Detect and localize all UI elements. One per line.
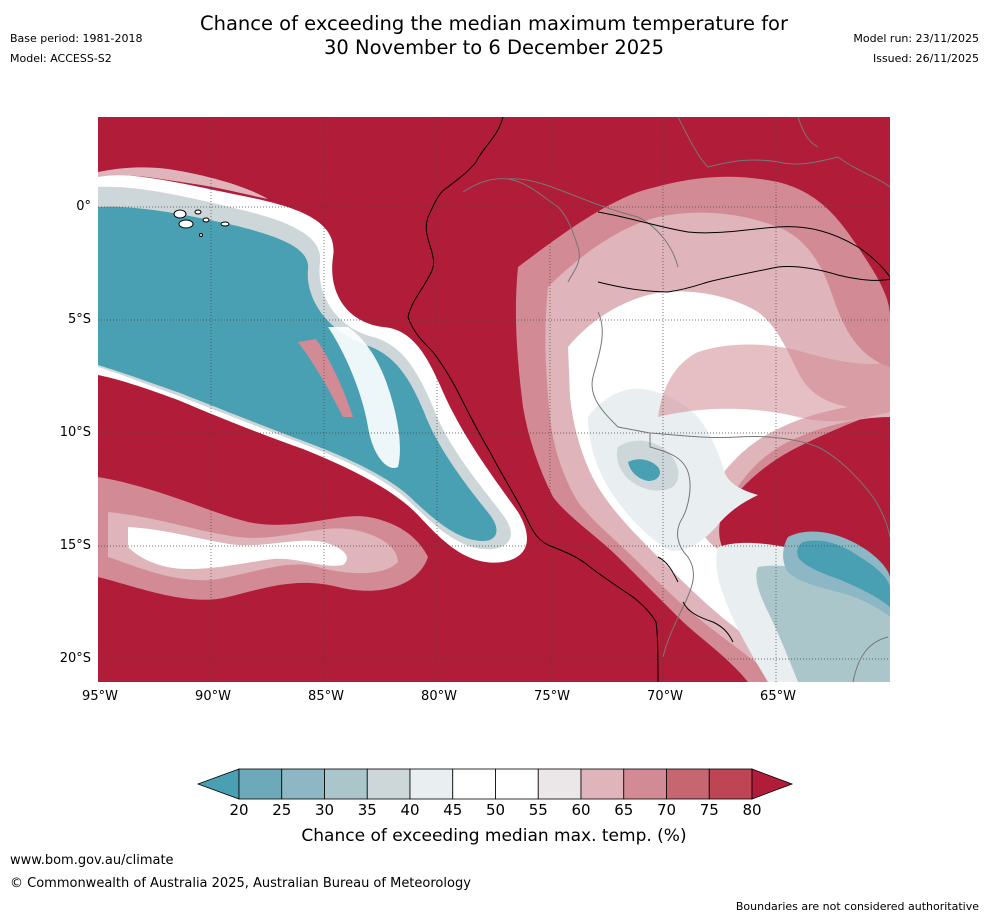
south-pacific-bands [98,477,428,600]
bom-url[interactable]: www.bom.gov.au/climate [10,853,174,868]
colorbar-cell [452,768,496,800]
colorbar-tick-label: 40 [400,801,420,819]
colorbar-tick-label: 50 [485,801,506,819]
copyright: © Commonwealth of Australia 2025, Austra… [10,876,471,891]
colorbar-cell [623,768,667,800]
lat-label-10s: 10°S [59,425,91,440]
issued-date: Issued: 26/11/2025 [872,52,979,65]
lon-label-75w: 75°W [534,689,570,704]
colorbar-arrow-high [751,768,794,800]
lon-label-90w: 90°W [195,689,231,704]
country-borders [462,117,890,682]
title-line-1: Chance of exceeding the median maximum t… [199,12,789,35]
model-run: Model run: 23/11/2025 [853,32,979,45]
colorbar-tick-label: 80 [742,801,762,819]
lat-label-0: 0° [76,199,91,214]
lat-label-20s: 20°S [59,651,91,666]
equatorial-bands [98,167,353,417]
colorbar-tick-label: 45 [443,801,463,819]
base-period: Base period: 1981-2018 [10,32,143,45]
colorbar-cell [238,768,283,800]
colorbar [196,768,794,800]
galapagos-islands [173,209,230,237]
inner-halo [328,327,400,468]
colorbar-tick-label: 20 [229,801,249,819]
colorbar-cell [281,768,325,800]
lat-label-5s: 5°S [67,312,91,327]
continental-bands [515,176,890,682]
colorbar-tick-label: 60 [571,801,591,819]
colorbar-tick-label: 35 [357,801,377,819]
lat-label-15s: 15°S [59,538,91,553]
meta-left: Base period: 1981-2018 Model: ACCESS-S2 [10,32,142,72]
colorbar-arrow-low [196,768,240,800]
colorbar-label: Chance of exceeding median max. temp. (%… [301,826,687,846]
colorbar-tick-label: 25 [272,801,292,819]
colorbar-tick-label: 55 [528,801,548,819]
graticule [98,117,890,682]
colorbar-cell [580,768,625,800]
lon-label-65w: 65°W [760,689,796,704]
lon-label-95w: 95°W [82,689,118,704]
chart-title: Chance of exceeding the median maximum t… [0,12,988,60]
colorbar-cell [666,768,710,800]
model-name: Model: ACCESS-S2 [10,52,112,65]
colorbar-cell [537,768,582,800]
colorbar-tick-label: 75 [699,801,719,819]
colorbar-cell [366,768,411,800]
lon-label-70w: 70°W [647,689,683,704]
colorbar-cell [708,768,753,800]
colorbar-tick-label: 30 [314,801,335,819]
meta-right: Model run: 23/11/2025 Issued: 26/11/2025 [853,32,979,72]
pacific-cool-region [98,174,527,563]
colorbar-cell [409,768,454,800]
lon-label-80w: 80°W [421,689,457,704]
colorbar-tick-label: 70 [656,801,677,819]
colorbar-cell [324,768,368,800]
disclaimer: Boundaries are not considered authoritat… [735,900,979,913]
title-line-2: 30 November to 6 December 2025 [324,36,664,59]
colorbar-tick-label: 65 [614,801,634,819]
coastline [407,117,890,682]
lon-label-85w: 85°W [308,689,344,704]
colorbar-cell [495,768,539,800]
forecast-map [98,117,890,682]
